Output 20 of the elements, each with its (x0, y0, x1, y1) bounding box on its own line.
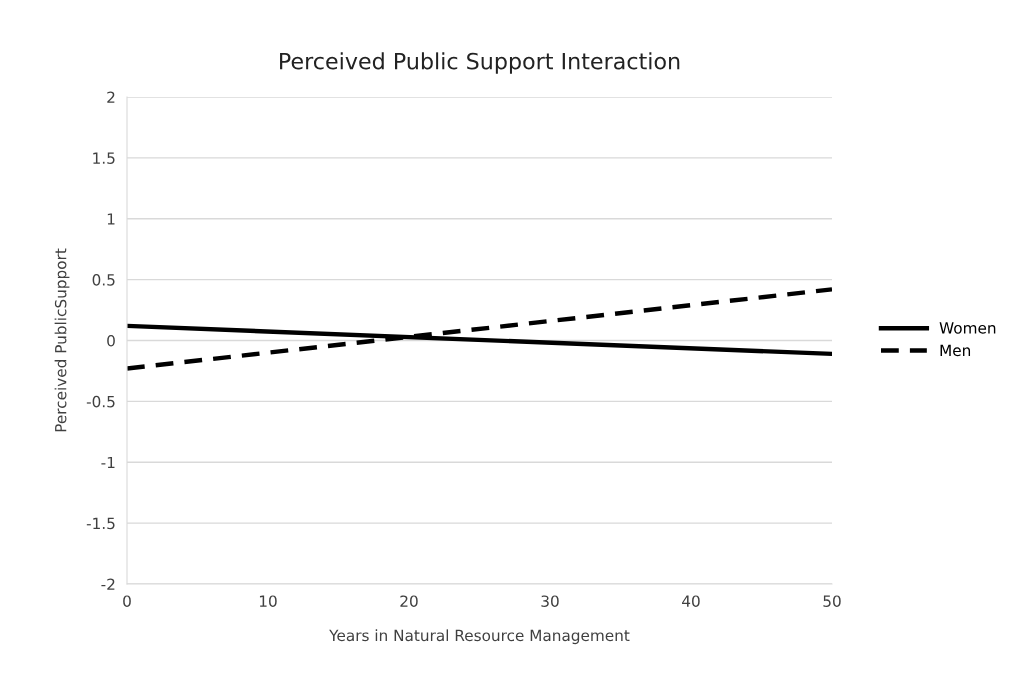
y-tick-label: 1 (107, 213, 115, 225)
x-tick-label: 50 (823, 595, 841, 607)
x-tick-label: 30 (541, 595, 559, 607)
y-tick-label: 2 (107, 91, 115, 103)
y-tick-label: 0 (107, 334, 115, 347)
y-tick-label: 0.5 (92, 274, 115, 286)
x-tick-label: 10 (259, 595, 277, 607)
legend-label: Men (940, 344, 971, 357)
y-tick-label: -1.5 (86, 517, 115, 530)
x-tick-label: 0 (123, 595, 131, 607)
x-tick-label: 20 (400, 595, 418, 607)
x-tick-label: 40 (682, 595, 700, 607)
x-axis-title: Years in Natural Resource Management (329, 629, 630, 645)
y-axis-title: Perceived PublicSupport (54, 248, 70, 432)
chart-title: Perceived Public Support Interaction (280, 52, 680, 74)
y-tick-label: 1.5 (93, 152, 115, 164)
legend-label: Women (939, 322, 996, 334)
y-tick-label: -1 (101, 456, 115, 469)
y-tick-label: -2 (101, 578, 115, 590)
y-tick-label: -0.5 (86, 395, 115, 408)
